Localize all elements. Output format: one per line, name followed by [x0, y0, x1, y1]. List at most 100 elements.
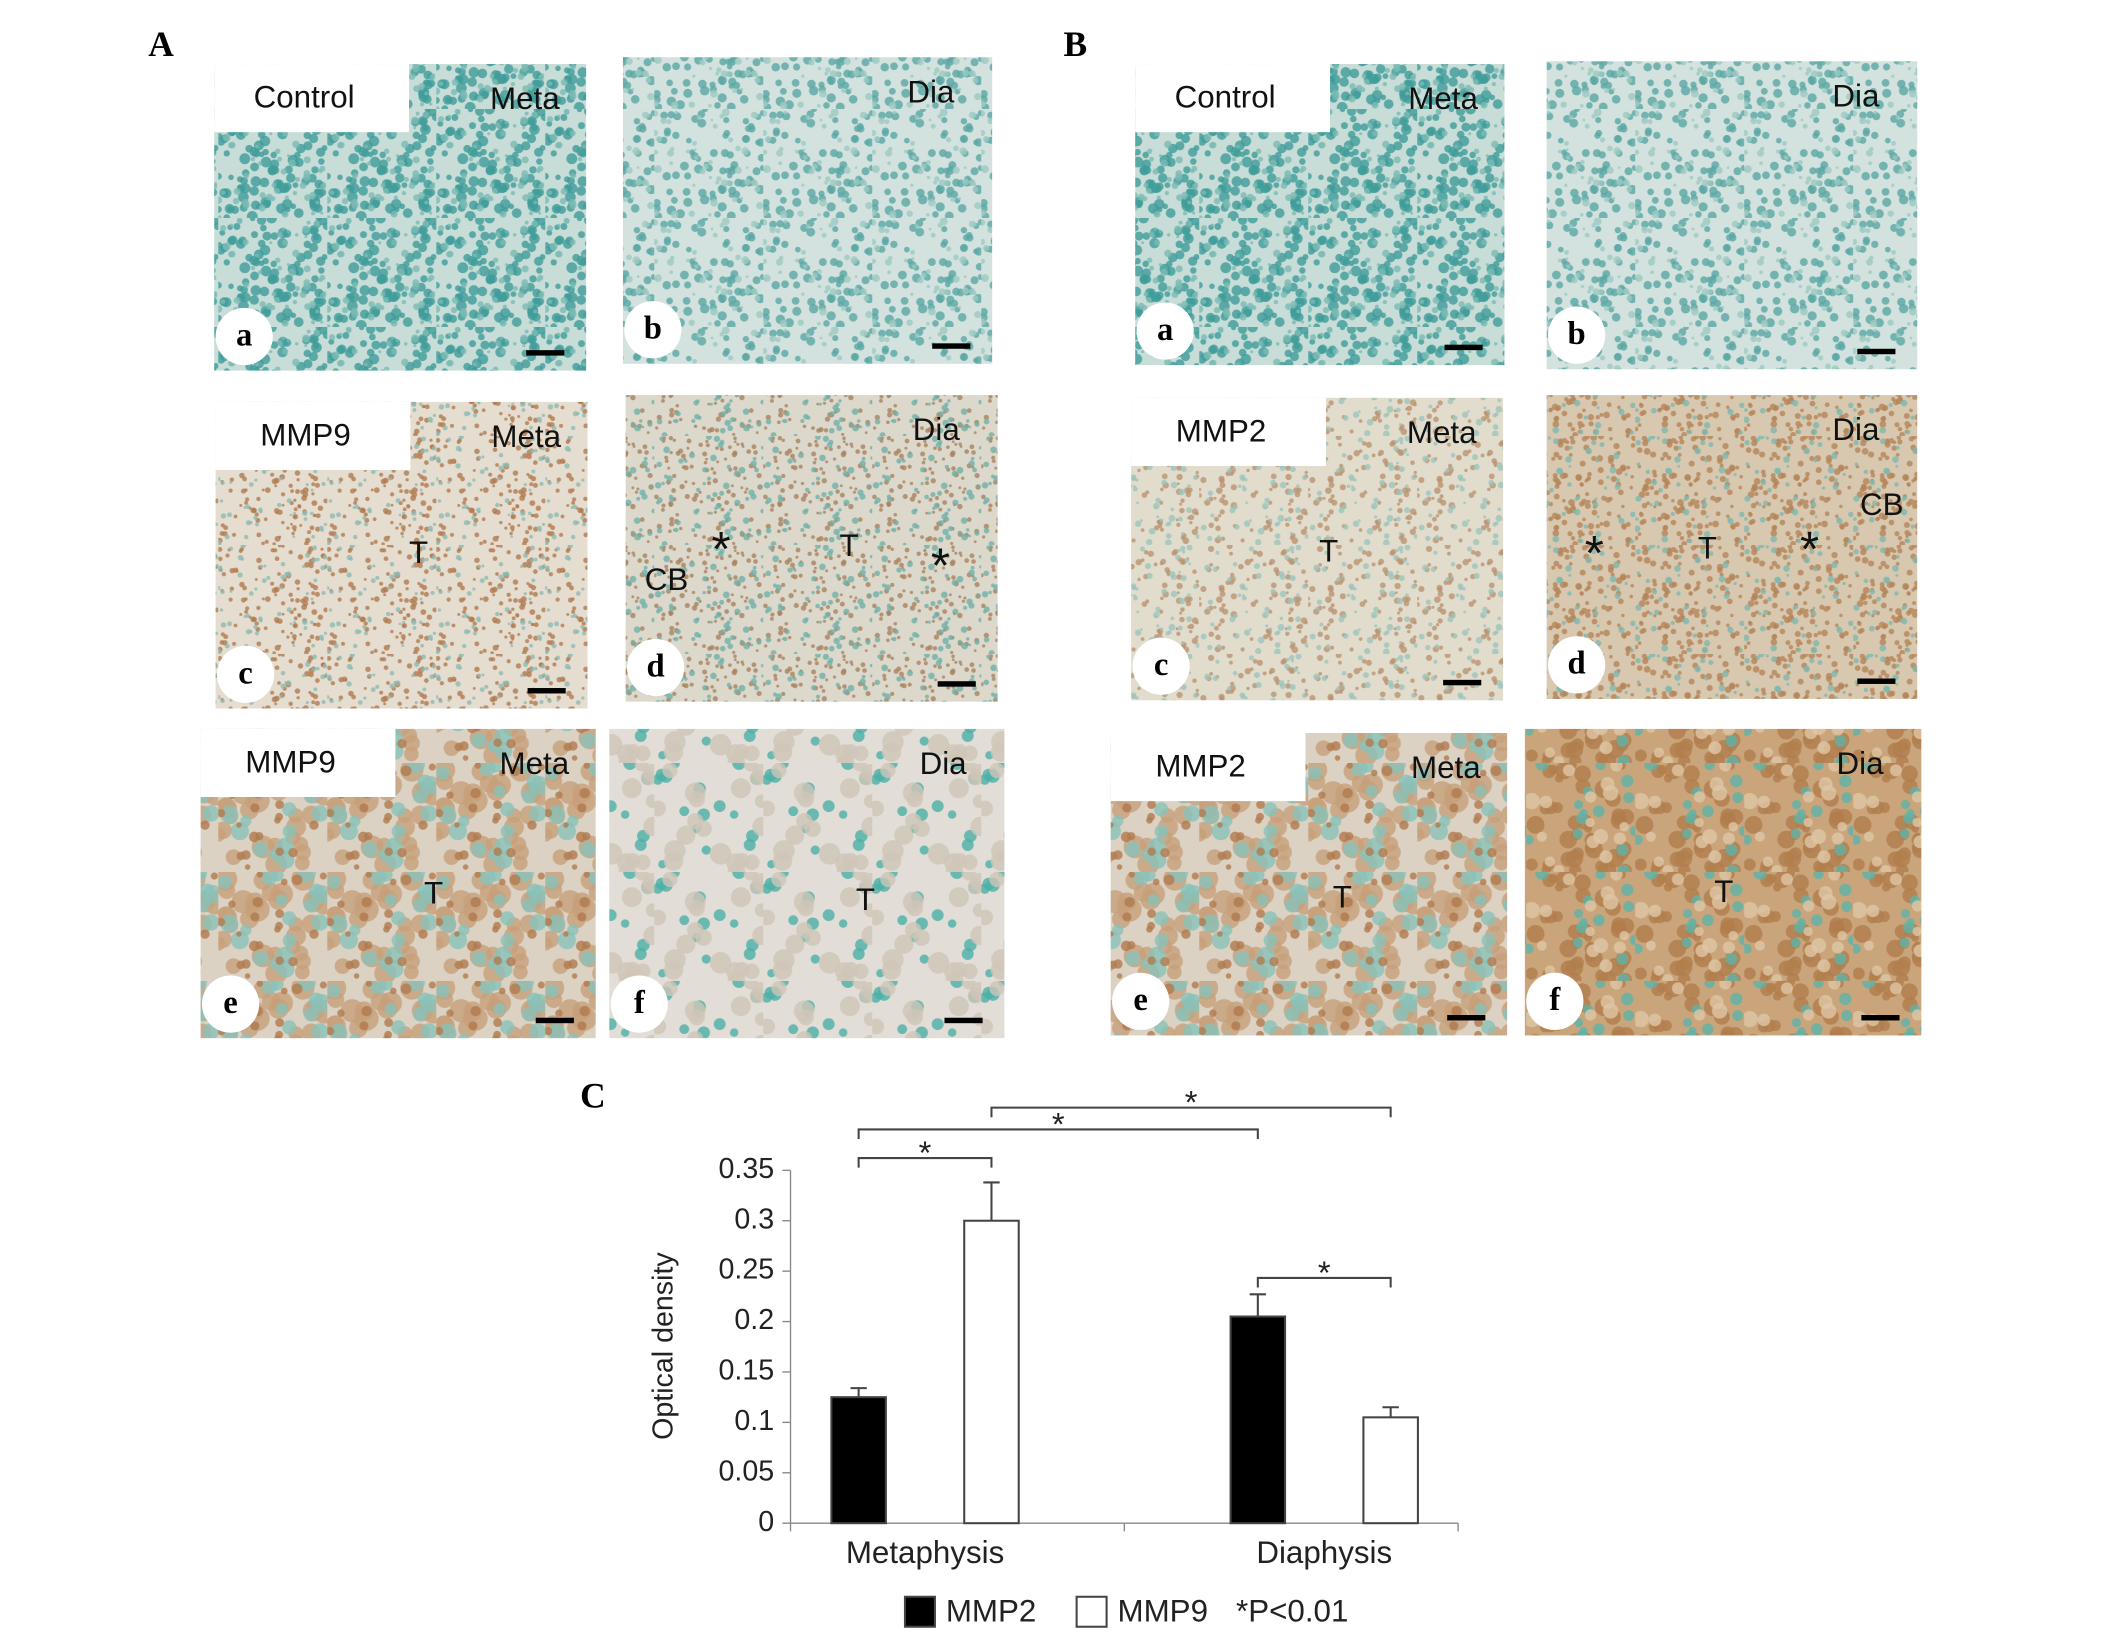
label-box: [1135, 64, 1331, 133]
tile-annotation: *: [1585, 527, 1604, 581]
region-label: Meta: [500, 746, 570, 781]
legend-swatch: [1075, 1595, 1108, 1628]
scale-bar: [1857, 678, 1896, 684]
significance-mark: *: [1318, 1254, 1331, 1291]
region-label: Meta: [1407, 415, 1477, 450]
group-label: Control: [1175, 80, 1276, 115]
scale-bar: [937, 681, 976, 687]
region-label: Dia: [1832, 412, 1880, 447]
tile-letter: e: [223, 985, 238, 1021]
label-box: [1131, 397, 1326, 466]
legend-label: MMP9: [1117, 1593, 1208, 1628]
y-tick-label: 0.15: [718, 1355, 774, 1387]
bar: [830, 1396, 887, 1525]
bar: [1362, 1416, 1419, 1525]
y-tick-label: 0.2: [734, 1304, 774, 1336]
scale-bar: [526, 350, 565, 356]
micrograph: [609, 728, 1005, 1039]
y-tick-label: 0.25: [718, 1254, 774, 1286]
letter-circle: [216, 645, 275, 704]
y-tick-label: 0.35: [718, 1153, 774, 1185]
tile-annotation: T: [424, 875, 443, 910]
letter-circle: [610, 975, 668, 1033]
tile-annotation: T: [1698, 531, 1717, 566]
micrograph: [1524, 728, 1922, 1036]
tile-letter: f: [1549, 982, 1561, 1018]
y-tick-label: 0.1: [734, 1405, 774, 1437]
significance-bracket: [990, 1106, 1392, 1118]
letter-circle: [624, 301, 682, 359]
panel-label: A: [148, 24, 174, 64]
region-label: Dia: [907, 74, 955, 109]
scale-bar: [1861, 1015, 1900, 1021]
tile-annotation: T: [1319, 533, 1338, 568]
legend-swatch: [903, 1595, 936, 1628]
significance-bracket: [857, 1128, 1259, 1139]
group-label: MMP9: [260, 418, 351, 453]
tile-letter: b: [1568, 316, 1586, 352]
tile-letter: a: [236, 317, 252, 353]
micrograph: [1546, 395, 1918, 699]
region-label: Dia: [1837, 746, 1885, 781]
letter-circle: [201, 975, 260, 1033]
legend-label: MMP2: [946, 1593, 1037, 1628]
group-label: MMP9: [245, 745, 336, 780]
tile-annotation: *: [711, 523, 730, 577]
label-box: [200, 728, 396, 798]
region-label: Meta: [1408, 81, 1478, 116]
region-label: Dia: [913, 412, 961, 447]
significance-bracket: [1256, 1276, 1392, 1288]
group-label: MMP2: [1176, 414, 1267, 449]
tile-annotation: T: [856, 882, 875, 917]
micrograph: [1546, 61, 1918, 370]
scale-bar: [1443, 679, 1482, 686]
significance-bracket: [857, 1157, 993, 1168]
scale-bar: [535, 1017, 574, 1024]
letter-circle: [1136, 302, 1194, 360]
tile-letter: c: [238, 655, 253, 691]
label-box: [1110, 732, 1306, 802]
significance-mark: *: [919, 1134, 932, 1171]
scale-bar: [1444, 344, 1483, 351]
region-label: Meta: [491, 419, 561, 454]
tile-annotation: CB: [645, 562, 689, 597]
tile-letter: d: [647, 648, 665, 684]
tile-annotation: T: [1714, 874, 1733, 909]
tile-annotation: T: [409, 535, 428, 570]
tile-annotation: CB: [1860, 487, 1904, 522]
group-label: MMP2: [1155, 749, 1246, 784]
scale-bar: [932, 343, 971, 349]
y-tick-label: 0: [758, 1506, 774, 1538]
letter-circle: [1112, 972, 1170, 1030]
y-tick-label: 0.05: [718, 1455, 774, 1487]
x-tick-label: Metaphysis: [846, 1535, 1004, 1570]
micrograph: [622, 57, 993, 364]
label-box: [214, 64, 410, 133]
region-label: Dia: [920, 746, 968, 781]
region-label: Dia: [1832, 78, 1880, 113]
group-label: Control: [254, 80, 355, 115]
significance-mark: *: [1185, 1084, 1198, 1121]
tile-annotation: *: [931, 539, 950, 593]
scale-bar: [1857, 348, 1896, 355]
bar: [1229, 1315, 1287, 1525]
letter-circle: [1548, 636, 1606, 694]
letter-circle: [1526, 972, 1584, 1030]
micrograph: [625, 395, 998, 702]
bar: [963, 1219, 1020, 1525]
letter-circle: [1132, 637, 1190, 695]
significance-mark: *: [1052, 1105, 1065, 1142]
tile-letter: c: [1154, 647, 1169, 683]
y-tick-label: 0.3: [734, 1203, 774, 1235]
region-label: Meta: [490, 81, 560, 116]
letter-circle: [215, 307, 273, 366]
tile-letter: a: [1157, 312, 1173, 348]
scale-bar: [1447, 1015, 1486, 1021]
tile-annotation: T: [1333, 879, 1352, 914]
tile-annotation: T: [840, 528, 859, 563]
x-tick-label: Diaphysis: [1256, 1535, 1392, 1570]
label-box: [215, 401, 411, 471]
panel-label: C: [580, 1076, 606, 1116]
significance-note: *P<0.01: [1236, 1593, 1348, 1628]
